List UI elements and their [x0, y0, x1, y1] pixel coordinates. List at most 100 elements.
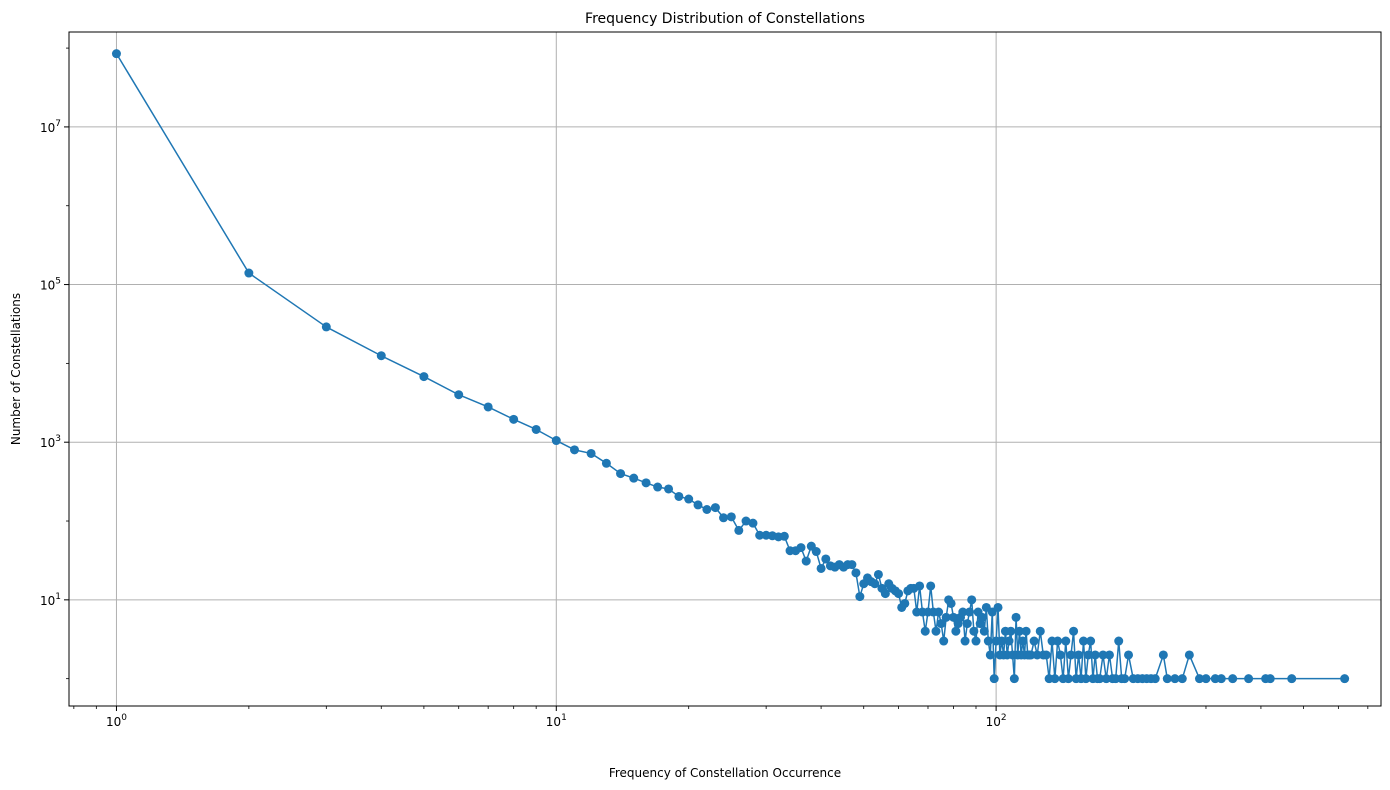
data-point	[1041, 650, 1051, 660]
ticks: 100 101 102 101 103 105 107	[40, 47, 1369, 729]
data-point	[1095, 674, 1105, 684]
data-point	[1086, 636, 1096, 646]
data-point	[1066, 650, 1076, 660]
data-point	[693, 500, 703, 510]
data-point	[1101, 674, 1111, 684]
axes-frame	[68, 31, 1382, 707]
data-point	[664, 484, 674, 494]
data-point	[1265, 674, 1275, 684]
data-point	[1340, 674, 1350, 684]
data-point	[1055, 650, 1065, 660]
data-point	[321, 322, 331, 332]
data-point	[1114, 636, 1124, 646]
data-point	[509, 414, 519, 424]
data-point	[1150, 674, 1160, 684]
data-point	[702, 505, 712, 515]
data-point	[941, 612, 951, 622]
data-point	[1228, 674, 1238, 684]
data-point	[674, 491, 684, 501]
data-point	[962, 619, 972, 629]
data-point	[1035, 626, 1045, 636]
data-point	[710, 503, 720, 513]
data-point	[1177, 674, 1187, 684]
data-point	[653, 482, 663, 492]
data-point	[926, 581, 936, 591]
data-point	[989, 674, 999, 684]
data-point	[1053, 636, 1063, 646]
data-point	[629, 473, 639, 483]
data-point	[821, 554, 831, 564]
x-tick-label: 100	[106, 713, 127, 729]
data-point	[1004, 636, 1014, 646]
grid	[69, 32, 1381, 706]
data-point	[1081, 674, 1091, 684]
data-point	[779, 531, 789, 541]
data-point	[873, 569, 883, 579]
data-point	[569, 445, 579, 455]
data-point	[948, 612, 958, 622]
data-point	[960, 636, 970, 646]
y-tick-label: 103	[40, 434, 61, 450]
data-point	[1009, 674, 1019, 684]
data-point	[244, 268, 254, 278]
data-point	[900, 598, 910, 608]
data-point	[1287, 674, 1297, 684]
y-tick-label: 101	[40, 592, 61, 608]
data-point	[939, 636, 949, 646]
data-point	[801, 556, 811, 566]
data-point	[967, 595, 977, 605]
data-point	[946, 598, 956, 608]
data-point	[969, 626, 979, 636]
data-point	[755, 530, 765, 540]
data-point	[851, 568, 861, 578]
x-tick-label: 101	[546, 713, 567, 729]
y-tick-label: 107	[40, 119, 61, 135]
data-point	[734, 525, 744, 535]
data-point	[997, 636, 1007, 646]
data-point	[1061, 636, 1071, 646]
chart-title: Frequency Distribution of Constellations	[585, 11, 865, 27]
x-tick-label: 102	[986, 713, 1007, 729]
data-point	[1083, 650, 1093, 660]
data-point	[1162, 674, 1172, 684]
data-point	[958, 607, 968, 617]
data-point	[684, 494, 694, 504]
data-point	[934, 607, 944, 617]
data-point	[551, 436, 561, 446]
data-point	[1216, 674, 1226, 684]
data-point	[748, 518, 758, 528]
data-point	[454, 390, 464, 400]
data-point	[726, 512, 736, 522]
data-point	[855, 592, 865, 602]
data-point	[1184, 650, 1194, 660]
plot-area	[69, 32, 1381, 706]
data-point	[880, 589, 890, 599]
data-point	[1244, 674, 1254, 684]
data-point	[1201, 674, 1211, 684]
data-point	[894, 589, 904, 599]
data-point	[1098, 650, 1108, 660]
data-point	[936, 619, 946, 629]
data-point	[1069, 626, 1079, 636]
data-point	[816, 563, 826, 573]
data-point	[1011, 612, 1021, 622]
data-point	[979, 626, 989, 636]
data-point	[965, 607, 975, 617]
y-axis-label: Number of Constellations	[9, 293, 23, 445]
data-point	[616, 469, 626, 479]
data-point	[1026, 650, 1036, 660]
data-point	[111, 49, 121, 59]
data-point	[483, 402, 493, 412]
data-point	[951, 626, 961, 636]
data-point	[1158, 650, 1168, 660]
data-point	[1018, 636, 1028, 646]
data-point	[1014, 626, 1024, 636]
data-point	[1021, 626, 1031, 636]
data-point	[1078, 636, 1088, 646]
data-point	[1050, 674, 1060, 684]
data-point	[811, 547, 821, 557]
data-point	[1124, 650, 1134, 660]
data-point	[915, 581, 925, 591]
data-point	[920, 626, 930, 636]
